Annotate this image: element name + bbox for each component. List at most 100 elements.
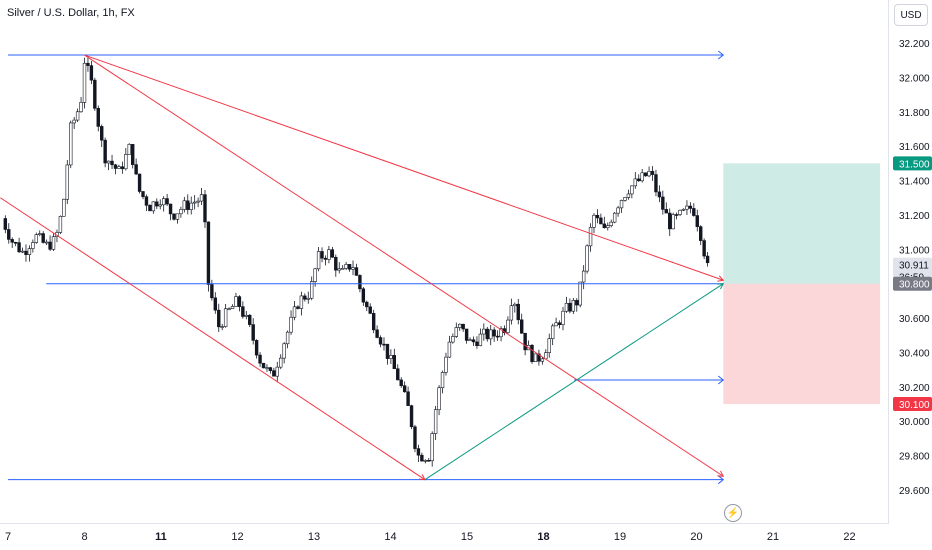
candle-body: [41, 233, 45, 243]
candle-body: [351, 267, 355, 270]
candle-body: [595, 214, 600, 219]
candle-body: [499, 328, 503, 338]
candle-body: [161, 198, 166, 206]
candle-body: [254, 340, 259, 356]
price-tick-label: 29.600: [899, 486, 930, 497]
candle-body: [51, 236, 56, 250]
price-label-text: 31.500: [899, 159, 930, 170]
candle-body: [619, 200, 624, 209]
candle-body: [695, 215, 699, 227]
candle-body: [344, 264, 348, 269]
time-axis[interactable]: 7 8 11 12 13 14 15 18 19 20 21 22: [5, 531, 856, 543]
candle-body: [581, 270, 586, 283]
candle-body: [685, 205, 689, 210]
candle-body: [626, 193, 631, 198]
candle-body: [337, 268, 341, 271]
candle-body: [327, 249, 331, 260]
candle-body: [100, 126, 104, 141]
long-position-tool[interactable]: [723, 163, 881, 405]
candle-body: [650, 170, 655, 175]
candle-body: [681, 208, 686, 211]
candle-body: [79, 102, 83, 113]
candle-body: [495, 335, 500, 338]
candle-body: [654, 174, 658, 193]
candle-body: [234, 296, 238, 307]
candle-body: [699, 226, 703, 241]
candle-body: [550, 325, 555, 340]
drawing-lines[interactable]: [0, 50, 725, 485]
candle-body: [213, 297, 218, 311]
candle-body: [437, 387, 441, 411]
candle-body: [106, 160, 111, 164]
candle-body: [661, 196, 665, 210]
candle-body: [519, 319, 524, 334]
candle-body: [127, 144, 131, 155]
candle-body: [168, 203, 173, 215]
candle-body: [585, 245, 589, 272]
time-tick-label: 15: [461, 531, 473, 543]
candle-body: [117, 166, 121, 169]
trend-line: [0, 197, 426, 481]
lightning-icon[interactable]: ⚡: [724, 504, 742, 522]
candle-body: [268, 367, 273, 371]
candle-body: [179, 209, 183, 215]
ray-arrow-icon: [717, 50, 725, 60]
candle-body: [444, 356, 448, 373]
candle-body: [427, 460, 431, 462]
candle-body: [406, 391, 410, 406]
candle-body: [96, 108, 100, 127]
candle-body: [516, 303, 520, 321]
candle-body: [575, 300, 579, 306]
price-label-text: 30.100: [899, 400, 930, 411]
candle-body: [65, 164, 69, 200]
price-label-text: 30.911: [899, 261, 929, 272]
candle-body: [420, 454, 424, 462]
candle-body: [175, 213, 180, 220]
candle-body: [633, 178, 638, 187]
loss-zone: [723, 283, 881, 405]
candle-body: [544, 352, 548, 360]
candle-body: [375, 329, 379, 338]
candle-body: [220, 326, 224, 328]
price-axis[interactable]: 32.200 32.000 31.800 31.600 31.400 31.200 31.0…: [899, 39, 930, 497]
currency-button[interactable]: USD: [894, 4, 928, 26]
candle-body: [578, 281, 582, 306]
price-tick-label: 31.000: [899, 245, 930, 256]
candle-body: [227, 308, 231, 310]
candle-body: [630, 185, 634, 195]
candle-body: [258, 354, 262, 364]
candle-body: [588, 226, 593, 247]
candle-body: [20, 250, 25, 253]
candle-body: [358, 275, 362, 290]
candle-body: [616, 207, 620, 214]
candle-body: [423, 460, 428, 462]
candle-body: [702, 240, 706, 257]
candle-body: [86, 62, 90, 66]
candle-body: [471, 339, 476, 343]
price-label-box: [893, 156, 932, 171]
price-tick-label: 31.200: [899, 211, 930, 222]
candle-body: [334, 256, 338, 271]
candle-body: [282, 343, 286, 359]
candle-body: [705, 255, 710, 264]
candle-body: [251, 324, 255, 341]
candle-body: [58, 216, 63, 233]
candle-body: [568, 302, 572, 312]
price-tick-label: 32.200: [899, 39, 930, 50]
candle-body: [261, 362, 266, 369]
trend-line: [84, 54, 724, 477]
price-label-box: [893, 397, 932, 412]
candle-body: [17, 242, 21, 253]
candle-body: [103, 139, 107, 164]
candle-body: [279, 357, 283, 368]
candle-body: [141, 191, 145, 198]
candle-body: [172, 213, 176, 220]
candle-body: [272, 370, 276, 377]
time-tick-label: 20: [690, 531, 702, 543]
price-tick-label: 31.400: [899, 177, 930, 188]
price-tick-label: 30.400: [899, 348, 930, 359]
candle-body: [93, 79, 97, 109]
candle-body: [606, 225, 610, 229]
